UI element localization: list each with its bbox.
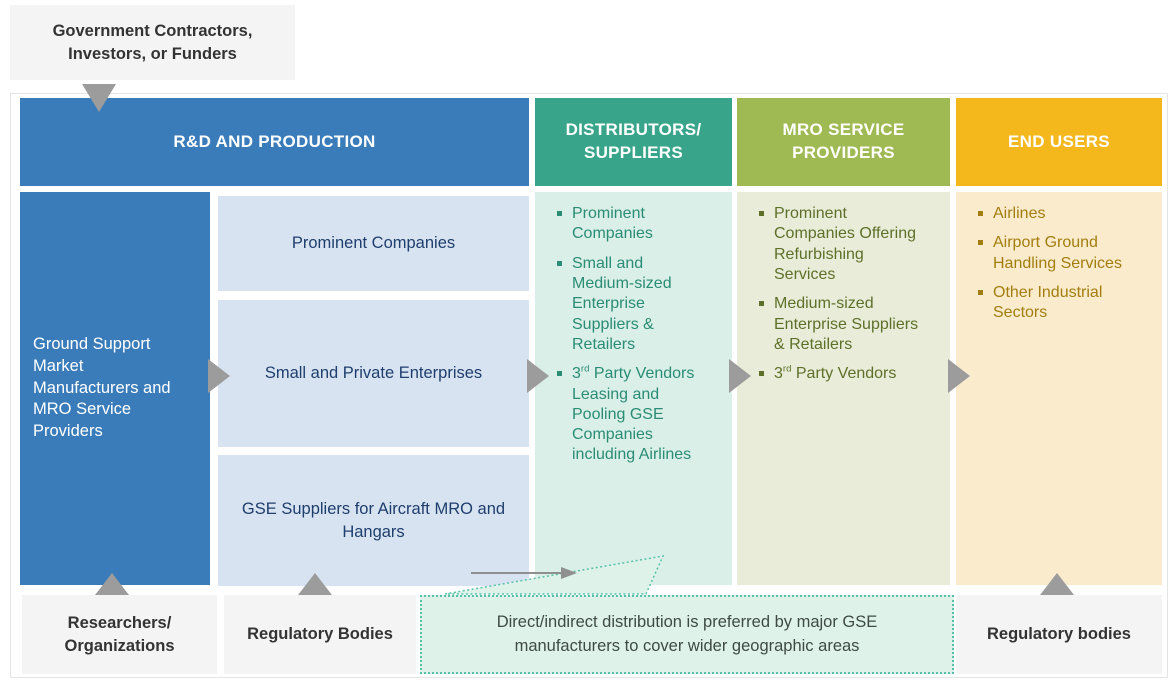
right-arrow-icon — [208, 359, 230, 393]
header-rnd-and-production: R&D AND PRODUCTION — [20, 98, 529, 186]
list-item: Other Industrial Sectors — [978, 283, 1156, 324]
list-item: Airport Ground Handling Services — [978, 233, 1156, 274]
government-contractors-box: Government Contractors, Investors, or Fu… — [10, 5, 295, 80]
up-arrow-icon — [298, 573, 332, 595]
distributors-list: Prominent Companies Small and Medium-size… — [535, 192, 732, 466]
sub-box-prominent-companies: Prominent Companies — [218, 196, 529, 291]
up-arrow-icon — [95, 573, 129, 595]
column-end-users: Airlines Airport Ground Handling Services… — [956, 192, 1162, 585]
manufacturers-box: Ground Support Market Manufacturers and … — [20, 192, 210, 585]
down-arrow-icon — [82, 84, 116, 112]
right-arrow-icon — [729, 359, 751, 393]
regulatory-bodies-right-box: Regulatory bodies — [956, 595, 1162, 674]
list-item: 3rd Party Vendors — [759, 364, 944, 384]
list-item: Airlines — [978, 204, 1156, 224]
header-end-users: END USERS — [956, 98, 1162, 186]
researchers-organizations-box: Researchers/ Organizations — [22, 595, 217, 674]
value-chain-container: R&D AND PRODUCTION DISTRIBUTORS/ SUPPLIE… — [10, 93, 1168, 678]
sub-box-gse-suppliers: GSE Suppliers for Aircraft MRO and Hanga… — [218, 455, 529, 586]
right-arrow-icon — [527, 359, 549, 393]
mro-list: Prominent Companies Offering Refurbishin… — [737, 192, 950, 385]
sub-box-small-private-enterprises: Small and Private Enterprises — [218, 300, 529, 447]
regulatory-bodies-left-box: Regulatory Bodies — [224, 595, 416, 674]
list-item: Prominent Companies Offering Refurbishin… — [759, 204, 944, 285]
callout-pointer-icon — [444, 555, 665, 595]
header-mro-service-providers: MRO SERVICE PROVIDERS — [737, 98, 950, 186]
column-mro-service-providers: Prominent Companies Offering Refurbishin… — [737, 192, 950, 585]
list-item: 3rd Party Vendors Leasing and Pooling GS… — [557, 364, 726, 466]
list-item: Prominent Companies — [557, 204, 726, 245]
column-distributors-suppliers: Prominent Companies Small and Medium-size… — [535, 192, 732, 585]
up-arrow-icon — [1040, 573, 1074, 595]
list-item: Medium-sized Enterprise Suppliers & Reta… — [759, 294, 944, 355]
list-item: Small and Medium-sized Enterprise Suppli… — [557, 254, 726, 356]
header-distributors-suppliers: DISTRIBUTORS/ SUPPLIERS — [535, 98, 732, 186]
distribution-callout-note: Direct/indirect distribution is preferre… — [420, 595, 954, 674]
right-arrow-icon — [948, 359, 970, 393]
end-users-list: Airlines Airport Ground Handling Services… — [956, 192, 1162, 324]
